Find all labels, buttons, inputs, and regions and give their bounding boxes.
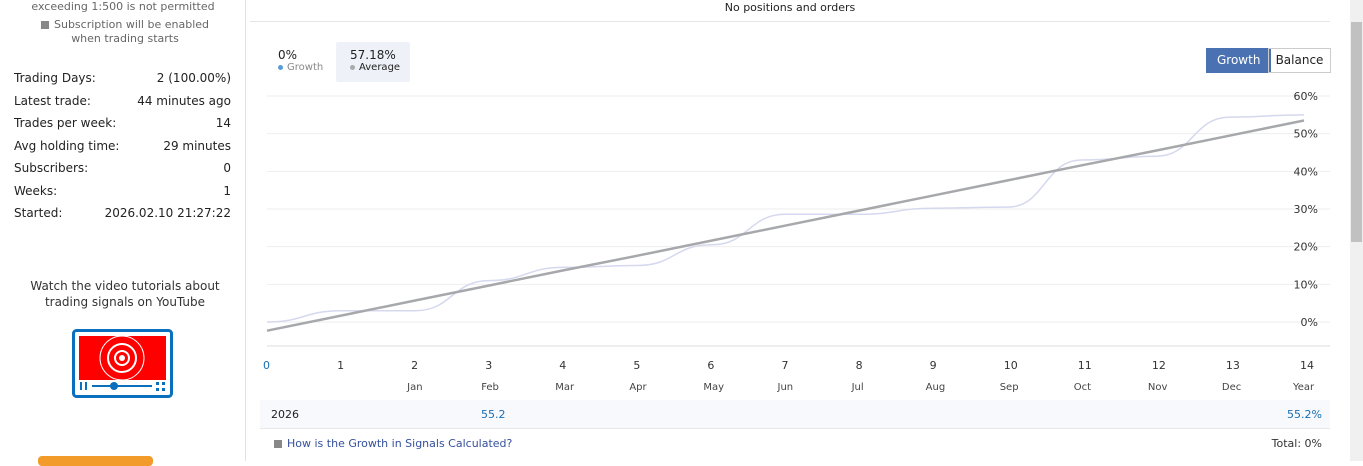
x-tick-label: 10: [1003, 359, 1018, 372]
x-tick-label: 6: [707, 359, 715, 372]
sidebar: exceeding 1:500 is not permitted Subscri…: [0, 0, 246, 466]
info-icon: [274, 440, 282, 448]
y-tick-label: 40%: [1294, 165, 1318, 178]
stat-row: Subscribers: 0: [14, 161, 231, 175]
stat-row: Latest trade: 44 minutes ago: [14, 93, 231, 108]
x-tick-label: 5: [633, 359, 641, 372]
x-tick-label: 7: [781, 359, 789, 372]
x-tick-label: 9: [929, 359, 937, 372]
warning-icon: [40, 21, 49, 29]
x-tick-label: 1: [337, 359, 345, 372]
scrollbar-thumb[interactable]: [1351, 22, 1362, 242]
youtube-video-icon[interactable]: [72, 329, 173, 399]
x-tick-label: 3: [485, 359, 493, 372]
month-label: Nov: [1147, 382, 1168, 393]
y-tick-label: 60%: [1294, 90, 1318, 103]
month-label: Jan: [407, 382, 423, 393]
month-label: Jul: [851, 382, 864, 393]
growth-dot-icon: [278, 65, 283, 70]
x-tick-label: 13: [1225, 359, 1240, 372]
growth-chart: 0% 10% 20% 30% 40% 50% 60%: [266, 90, 1330, 347]
x-tick-label: 2: [411, 359, 419, 372]
x-tick-label: 12: [1151, 359, 1166, 372]
feb-value[interactable]: 55.2: [481, 408, 506, 421]
month-label: Apr: [629, 382, 647, 393]
x-tick-label: 14: [1300, 359, 1314, 372]
main-panel: No positions and orders 0% Growth 57.18%…: [250, 0, 1350, 461]
stat-row: Weeks: 1: [14, 183, 231, 198]
y-tick-label: 0%: [1301, 316, 1318, 329]
x-tick-label: 8: [855, 359, 863, 372]
month-label: Aug: [925, 382, 946, 393]
subscription-note: Subscription will be enabled when tradin…: [30, 18, 220, 46]
x-tick-label: 4: [559, 359, 567, 372]
summary-growth[interactable]: 0% Growth: [278, 48, 324, 73]
month-label: Mar: [555, 382, 575, 393]
summary-average[interactable]: 57.18% Average: [336, 42, 410, 82]
month-label: Feb: [481, 382, 499, 393]
x-tick-label: 11: [1077, 359, 1092, 372]
year-label: Year: [1293, 382, 1315, 393]
month-label: Sep: [999, 382, 1019, 393]
stat-row: Trades per week: 14: [14, 116, 231, 130]
orange-button[interactable]: [38, 456, 153, 466]
month-label: Dec: [1221, 382, 1242, 393]
x-tick-label: 0: [263, 359, 270, 372]
positions-text: No positions and orders: [250, 0, 1330, 22]
y-tick-label: 50%: [1294, 128, 1318, 141]
video-text: Watch the video tutorials about trading …: [30, 279, 220, 309]
total-text: Total: 0%: [1271, 437, 1322, 450]
help-link[interactable]: How is the Growth in Signals Calculated?: [274, 437, 512, 450]
y-tick-label: 10%: [1294, 278, 1318, 291]
average-dot-icon: [350, 65, 355, 70]
series-line-average: [266, 119, 1305, 332]
balance-button[interactable]: Balance: [1268, 48, 1331, 73]
y-tick-label: 30%: [1294, 203, 1318, 216]
leverage-note: exceeding 1:500 is not permitted: [31, 0, 215, 13]
y-tick-label: 20%: [1294, 241, 1318, 254]
scrollbar[interactable]: [1350, 0, 1363, 461]
month-label: May: [703, 382, 725, 393]
month-label: Jun: [777, 382, 794, 393]
year-row: 2026 55.2 55.2%: [260, 400, 1330, 429]
year-total: 55.2%: [1287, 408, 1322, 421]
month-label: Oct: [1073, 382, 1092, 393]
stat-row: Avg holding time: 29 minutes: [14, 138, 231, 153]
series-line-growth: [266, 114, 1305, 323]
stat-row: Trading Days: 2 (100.00%): [14, 71, 231, 85]
stat-row: Started: 2026.02.10 21:27:22: [14, 206, 231, 220]
growth-button[interactable]: Growth: [1206, 48, 1272, 73]
